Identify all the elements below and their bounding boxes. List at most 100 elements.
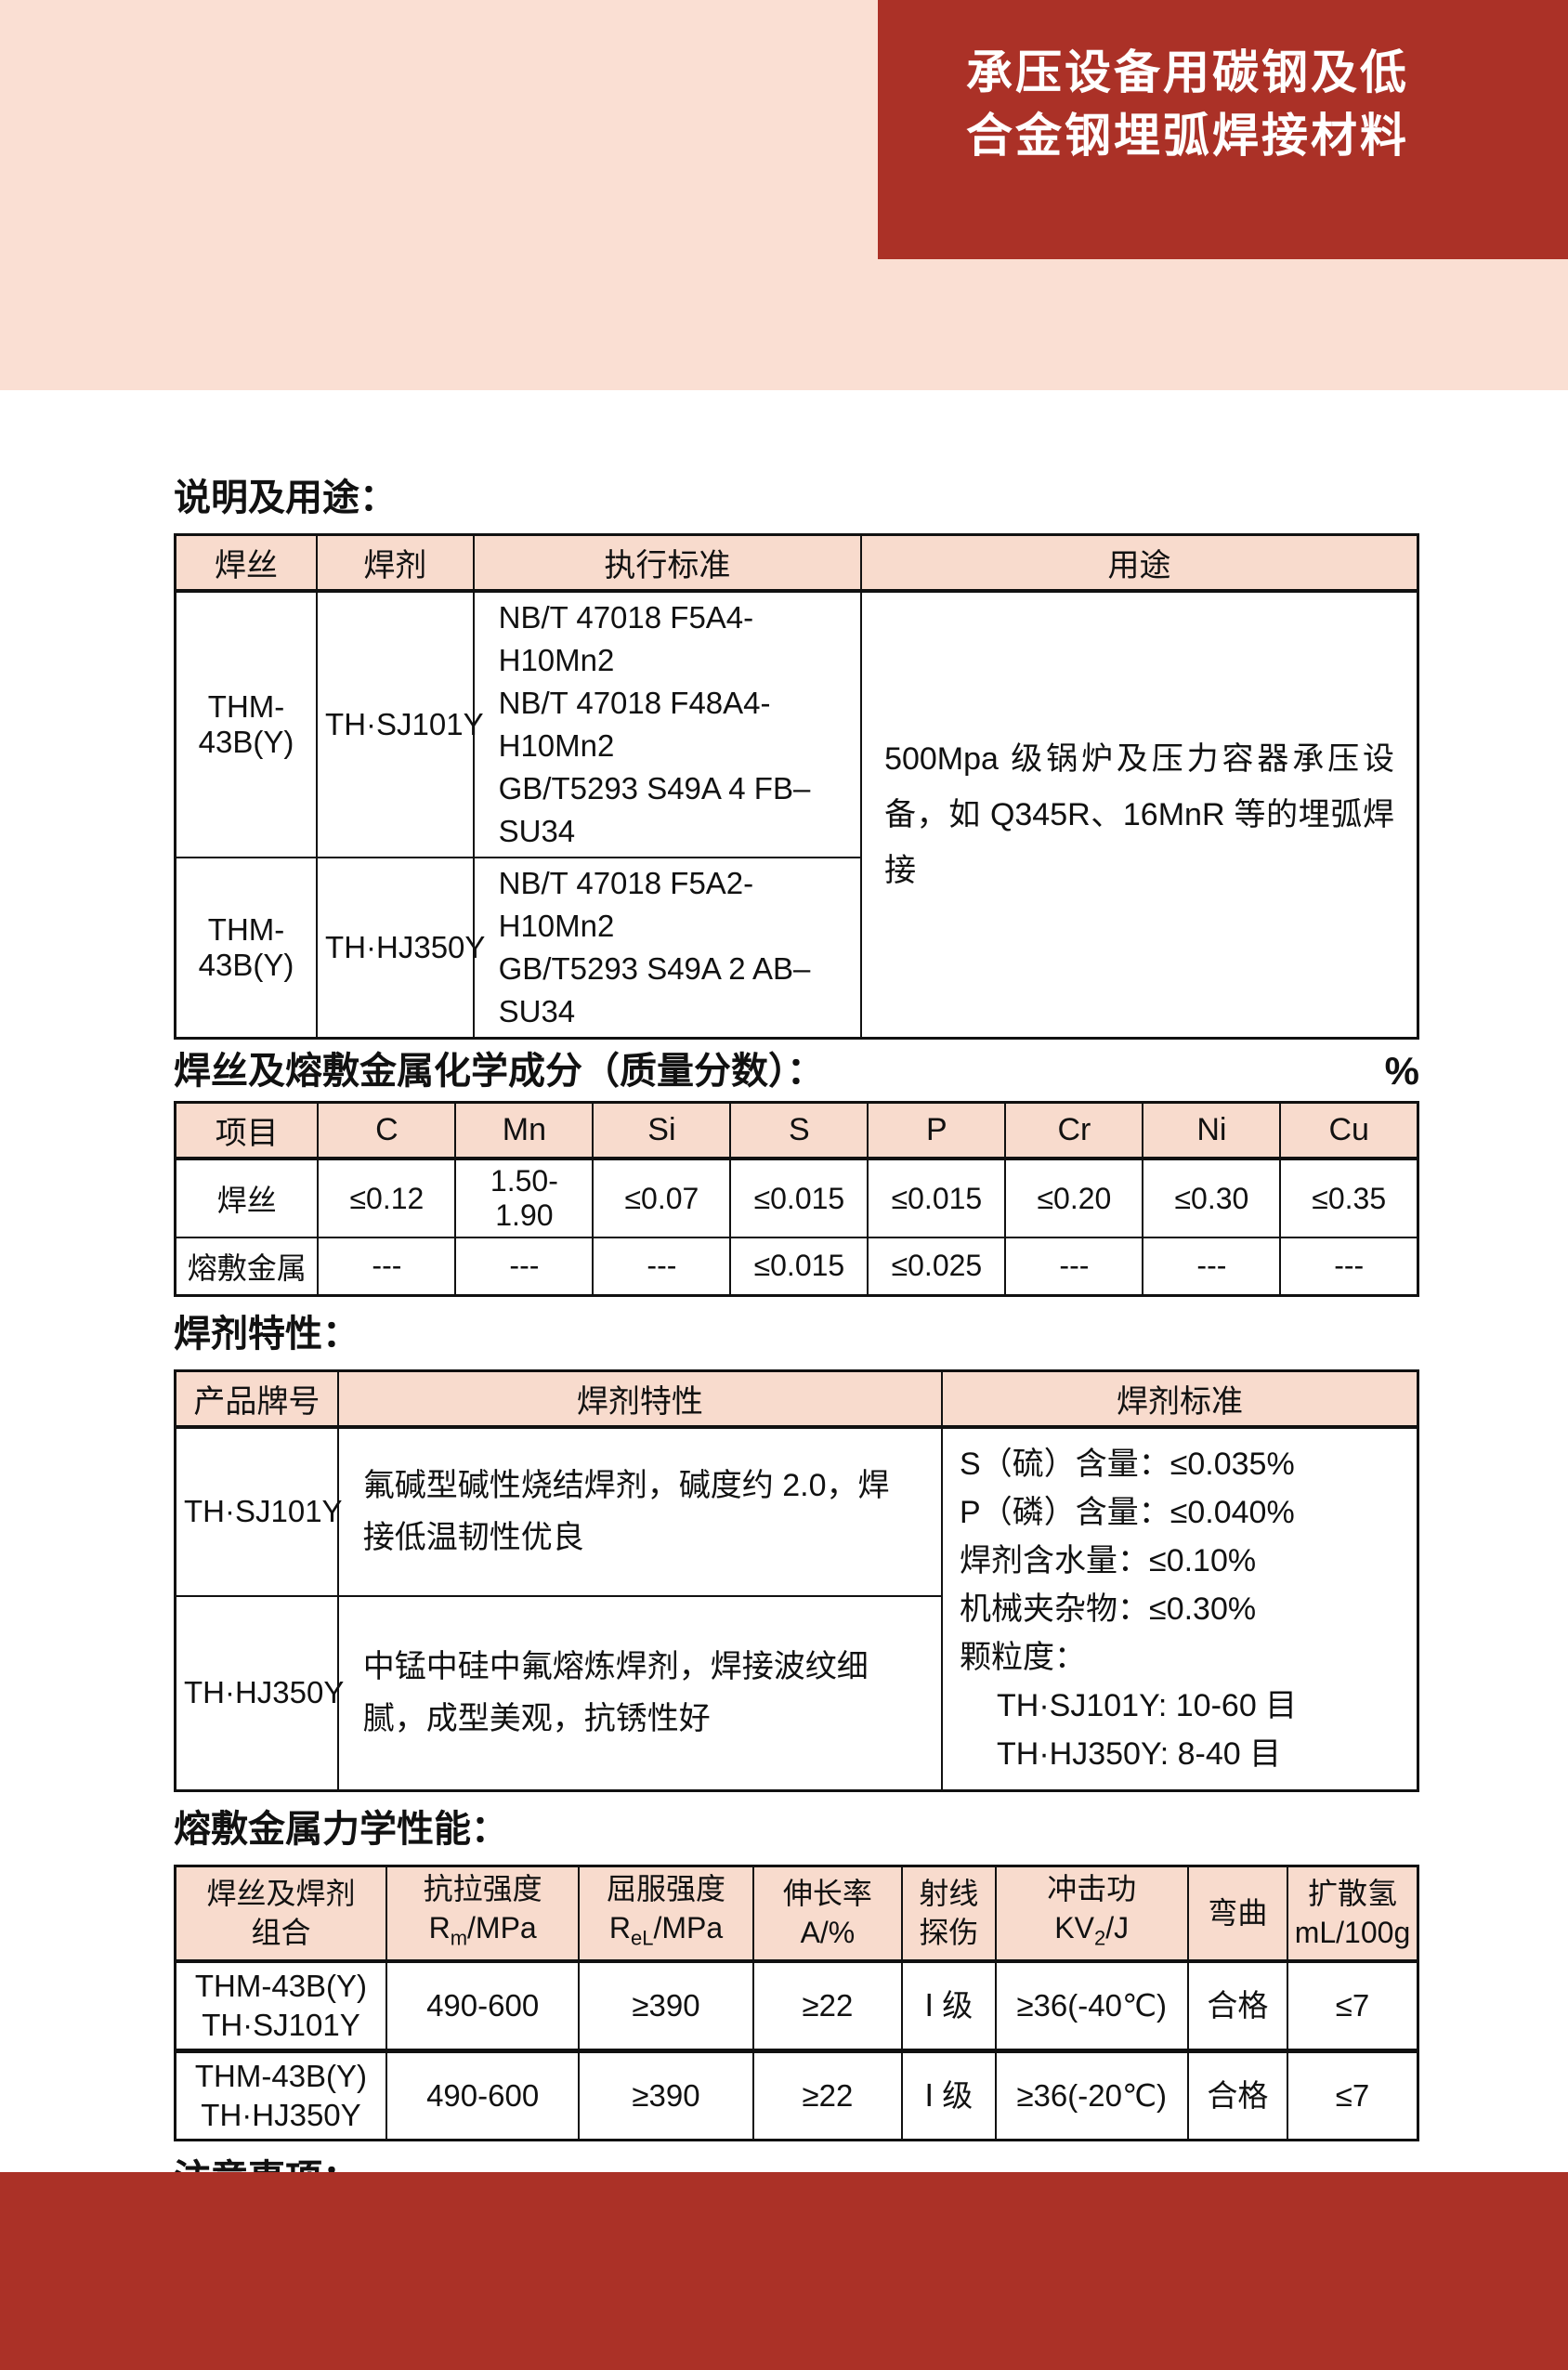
value-cell: ≤0.025	[867, 1237, 1007, 1296]
hydrogen-cell: ≤7	[1286, 2048, 1419, 2141]
tensile-cell: 490-600	[385, 1959, 581, 2052]
col-header-Ni: Ni	[1142, 1101, 1282, 1160]
row-label: 熔敷金属	[174, 1237, 320, 1296]
chemistry-section-heading: 焊丝及熔敷金属化学成分（质量分数）：	[174, 1051, 824, 1092]
value-cell: ---	[1279, 1237, 1419, 1296]
standard-line: NB/T 47018 F5A2-H10Mn2	[498, 866, 754, 943]
flux-table: 产品牌号 焊剂特性 焊剂标准 TH·SJ101Y 氟碱型碱性烧结焊剂，碱度约 2…	[174, 1368, 1419, 1792]
chemistry-heading-row: 焊丝及熔敷金属化学成分（质量分数）： %	[174, 1049, 1419, 1101]
value-cell: ≤0.30	[1142, 1158, 1282, 1238]
page-title-line-1: 承压设备用碳钢及低	[966, 46, 1409, 98]
col-header-flux: 焊剂	[316, 533, 475, 593]
flux-section-heading: 焊剂特性：	[174, 1313, 359, 1355]
flux-standard-line: 机械夹杂物：≤0.30%	[960, 1591, 1257, 1627]
table-row: THM-43B(Y) TH·SJ101Y 490-600 ≥390 ≥22 Ⅰ …	[174, 1959, 1419, 2052]
col-header-P: P	[867, 1101, 1007, 1160]
col-header-bend: 弯曲	[1186, 1865, 1288, 1963]
impact-cell: ≥36(-40℃)	[994, 1959, 1189, 2052]
value-cell: ---	[1004, 1237, 1144, 1296]
content-area: 说明及用途： 焊丝 焊剂 执行标准 用途 THM-43B(Y) TH·SJ101…	[174, 476, 1419, 2370]
col-header-item: 项目	[174, 1101, 320, 1160]
page-title-banner: 承压设备用碳钢及低 合金钢埋弧焊接材料	[878, 0, 1568, 259]
flux-standard-cell: S（硫）含量：≤0.035% P（磷）含量：≤0.040% 焊剂含水量：≤0.1…	[941, 1425, 1419, 1791]
elongation-cell: ≥22	[751, 1959, 904, 2052]
value-cell: ≤0.015	[729, 1237, 869, 1296]
combo-cell: THM-43B(Y) TH·HJ350Y	[174, 2048, 387, 2141]
table-row: THM-43B(Y) TH·SJ101Y NB/T 47018 F5A4-H10…	[174, 590, 1419, 1040]
table-row: TH·HJ350Y 中锰中硅中氟熔炼焊剂，焊接波纹细腻，成型美观，抗锈性好	[174, 1595, 1418, 1791]
hydrogen-cell: ≤7	[1286, 1959, 1419, 2052]
value-cell: ---	[317, 1237, 457, 1296]
feature-cell: 中锰中硅中氟熔炼焊剂，焊接波纹细腻，成型美观，抗锈性好	[336, 1595, 944, 1791]
feature-cell: 氟碱型碱性烧结焊剂，碱度约 2.0，焊接低温韧性优良	[336, 1425, 944, 1598]
col-header-Cu: Cu	[1279, 1101, 1419, 1160]
table-row: 焊丝 ≤0.12 1.50-1.90 ≤0.07 ≤0.015 ≤0.015 ≤…	[174, 1158, 1419, 1238]
standard-line: GB/T5293 S49A 2 AB–SU34	[498, 951, 811, 1028]
value-cell: 1.50-1.90	[454, 1158, 595, 1238]
combo-cell: THM-43B(Y) TH·SJ101Y	[174, 1959, 387, 2052]
col-header-yield: 屈服强度 ReL/MPa	[578, 1865, 754, 1963]
flux-standard-line: S（硫）含量：≤0.035%	[960, 1446, 1295, 1482]
usage-section-heading: 说明及用途：	[174, 478, 397, 518]
standard-line: GB/T5293 S49A 4 FB–SU34	[498, 771, 811, 848]
col-header-xray: 射线 探伤	[901, 1865, 997, 1963]
col-header-wire: 焊丝	[174, 533, 319, 593]
row-label: 焊丝	[174, 1158, 320, 1238]
tensile-cell: 490-600	[385, 2048, 581, 2141]
chemistry-unit-label: %	[1384, 1049, 1419, 1093]
col-header-combo: 焊丝及焊剂 组合	[174, 1865, 387, 1963]
value-cell: ≤0.20	[1004, 1158, 1144, 1238]
flux-cell: TH·HJ350Y	[316, 857, 485, 1040]
standards-cell: NB/T 47018 F5A2-H10Mn2 GB/T5293 S49A 2 A…	[472, 857, 863, 1040]
table-row: THM-43B(Y) TH·HJ350Y 490-600 ≥390 ≥22 Ⅰ …	[174, 2048, 1419, 2141]
col-header-S: S	[729, 1101, 869, 1160]
value-cell: ---	[1142, 1237, 1282, 1296]
col-header-hydrogen: 扩散氢 mL/100g	[1286, 1865, 1419, 1963]
usage-table: 焊丝 焊剂 执行标准 用途 THM-43B(Y) TH·SJ101Y NB/T …	[174, 533, 1419, 1040]
value-cell: ≤0.07	[592, 1158, 732, 1238]
brand-cell: TH·SJ101Y	[174, 1425, 343, 1598]
flux-standard-line: TH·SJ101Y: 10-60 目	[997, 1687, 1298, 1723]
usage-table-header-row: 焊丝 焊剂 执行标准 用途	[174, 533, 1419, 593]
col-header-C: C	[317, 1101, 457, 1160]
flux-header-row: 产品牌号 焊剂特性 焊剂标准	[174, 1369, 1419, 1429]
col-header-tensile: 抗拉强度 Rm/MPa	[385, 1865, 581, 1963]
xray-cell: Ⅰ 级	[901, 1959, 997, 2052]
col-header-standard: 执行标准	[472, 533, 863, 593]
col-header-Si: Si	[592, 1101, 732, 1160]
col-header-brand: 产品牌号	[174, 1369, 339, 1429]
bottom-red-band	[0, 2172, 1568, 2370]
yield-cell: ≥390	[578, 1959, 754, 2052]
col-header-feature: 焊剂特性	[336, 1369, 944, 1429]
standard-line: NB/T 47018 F48A4-H10Mn2	[498, 686, 771, 763]
mechanical-section-heading: 熔敷金属力学性能：	[174, 1808, 508, 1850]
table-row: TH·SJ101Y 氟碱型碱性烧结焊剂，碱度约 2.0，焊接低温韧性优良 S（硫…	[174, 1425, 1419, 1791]
value-cell: ≤0.35	[1279, 1158, 1419, 1238]
flux-standard-line: 焊剂含水量：≤0.10%	[960, 1542, 1257, 1578]
xray-cell: Ⅰ 级	[901, 2048, 997, 2141]
col-header-elongation: 伸长率 A/%	[751, 1865, 904, 1963]
table-row: THM-43B(Y) TH·HJ350Y NB/T 47018 F5A2-H10…	[174, 857, 1418, 1040]
flux-standard-line: 颗粒度：	[960, 1639, 1087, 1675]
standard-line: NB/T 47018 F5A4-H10Mn2	[498, 600, 754, 677]
standards-cell: NB/T 47018 F5A4-H10Mn2 NB/T 47018 F48A4-…	[472, 590, 863, 858]
value-cell: ≤0.015	[729, 1158, 869, 1238]
yield-cell: ≥390	[578, 2048, 754, 2141]
flux-standard-line: TH·HJ350Y: 8-40 目	[997, 1735, 1282, 1772]
flux-standard-line: P（磷）含量：≤0.040%	[960, 1494, 1295, 1530]
chemistry-table: 项目 C Mn Si S P Cr Ni Cu 焊丝 ≤0.12 1.50-1.…	[174, 1101, 1419, 1297]
elongation-cell: ≥22	[751, 2048, 904, 2141]
col-header-flux-standard: 焊剂标准	[941, 1369, 1419, 1429]
mechanical-header-row: 焊丝及焊剂 组合 抗拉强度 Rm/MPa 屈服强度 ReL/MPa 伸长率 A/…	[174, 1865, 1419, 1963]
col-header-Cr: Cr	[1004, 1101, 1144, 1160]
flux-cell: TH·SJ101Y	[316, 590, 484, 858]
usage-text-cell: 500Mpa 级锅炉及压力容器承压设备，如 Q345R、16MnR 等的埋弧焊接	[860, 590, 1419, 1040]
wire-cell: THM-43B(Y)	[174, 857, 319, 1040]
impact-cell: ≥36(-20℃)	[994, 2048, 1189, 2141]
value-cell: ---	[454, 1237, 595, 1296]
col-header-Mn: Mn	[454, 1101, 595, 1160]
value-cell: ≤0.015	[867, 1158, 1007, 1238]
value-cell: ≤0.12	[317, 1158, 457, 1238]
bend-cell: 合格	[1186, 2048, 1288, 2141]
